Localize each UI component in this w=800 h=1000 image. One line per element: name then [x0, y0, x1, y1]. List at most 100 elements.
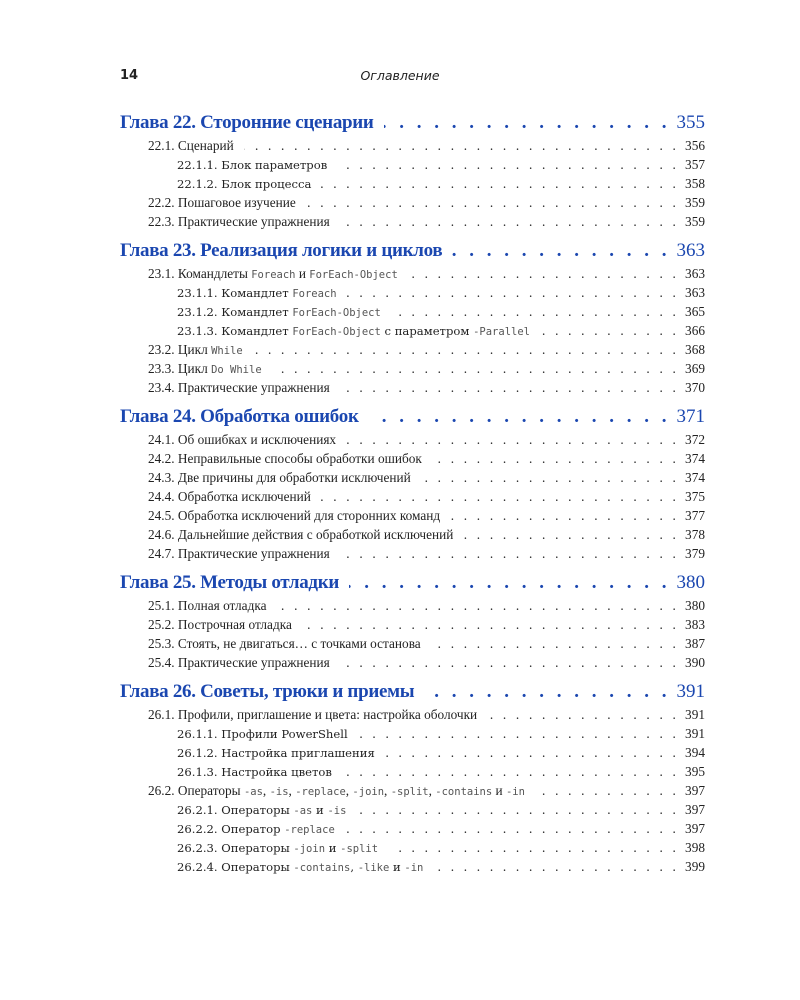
toc-entry[interactable]: 22.2. Пошаговое изучение . . . . . . . . …: [120, 193, 705, 212]
toc-entry[interactable]: 24.2. Неправильные способы обработки оши…: [120, 449, 705, 468]
entry-page: 374: [685, 451, 705, 466]
toc-entry[interactable]: 26.2.1. Операторы -as и -is . . . . . . .…: [120, 800, 705, 819]
toc-entry[interactable]: 26.1.2. Настройка приглашения . . . . . .…: [120, 743, 705, 762]
entry-title: 24.7. Практические упражнения: [148, 544, 330, 563]
toc-entry[interactable]: 22.1.2. Блок процесса . . . . . . . . . .…: [120, 174, 705, 193]
dot-leader: . . . . . . . . . . . . . . . . . . . . …: [272, 361, 680, 376]
entry-title: 22.1. Сценарий: [148, 136, 234, 155]
entry-page: 397: [685, 821, 705, 836]
chapter-heading[interactable]: Глава 24. Обработка ошибок . . . . . . . …: [120, 404, 705, 430]
toc-entry[interactable]: 24.3. Две причины для обработки исключен…: [120, 468, 705, 487]
toc-entry[interactable]: 25.4. Практические упражнения . . . . . .…: [120, 653, 705, 672]
entry-text: с параметром: [380, 324, 474, 338]
entry-text: 23.1.3. Командлет: [177, 324, 293, 338]
entry-page: 372: [685, 432, 705, 447]
dot-leader: . . . . . . . . . . . . . . . . . . . . …: [452, 240, 671, 261]
code-text: Foreach: [292, 288, 337, 300]
toc-entry[interactable]: 23.1. Командлеты Foreach и ForEach-Objec…: [120, 264, 705, 283]
code-text: -join: [352, 786, 385, 798]
entry-title: 24.3. Две причины для обработки исключен…: [148, 468, 411, 487]
entry-text: ,: [345, 783, 353, 798]
dot-leader: . . . . . . . . . . . . . . . . . . . . …: [302, 617, 680, 632]
running-title: Оглавление: [360, 68, 440, 83]
toc-entry[interactable]: 24.6. Дальнейшие действия с обработкой и…: [120, 525, 705, 544]
chapter-page: 363: [676, 240, 706, 261]
entry-text: 22.1.2. Блок процесса: [177, 177, 312, 191]
toc-entry[interactable]: 26.2.2. Оператор -replace . . . . . . . .…: [120, 819, 705, 838]
dot-leader: . . . . . . . . . . . . . . . . . . . . …: [450, 508, 680, 523]
entry-title: 26.2.4. Операторы -contains, -like и -in: [177, 858, 423, 878]
toc-entry[interactable]: 23.3. Цикл Do While . . . . . . . . . . .…: [120, 359, 705, 378]
toc-entry[interactable]: 26.1.1. Профили PowerShell . . . . . . . …: [120, 724, 705, 743]
chapter-heading[interactable]: Глава 25. Методы отладки . . . . . . . . …: [120, 570, 705, 596]
entry-text: 25.1. Полная отладка: [148, 598, 267, 613]
chapter-heading[interactable]: Глава 23. Реализация логики и циклов . . …: [120, 238, 705, 264]
entry-page: 390: [685, 655, 705, 670]
entry-title: 23.1.1. Командлет Foreach: [177, 284, 337, 304]
toc-entry[interactable]: 23.1.3. Командлет ForEach-Object с парам…: [120, 321, 705, 340]
code-text: -replace: [295, 786, 346, 798]
toc-entry[interactable]: 23.1.1. Командлет Foreach . . . . . . . .…: [120, 283, 705, 302]
entry-title: 26.1.2. Настройка приглашения: [177, 744, 375, 763]
toc-entry[interactable]: 26.1.3. Настройка цветов . . . . . . . . …: [120, 762, 705, 781]
toc-entry[interactable]: 26.2.3. Операторы -join и -split . . . . …: [120, 838, 705, 857]
entry-page: 363: [685, 266, 705, 281]
toc-entry[interactable]: 24.1. Об ошибках и исключениях . . . . . …: [120, 430, 705, 449]
entry-page: 365: [685, 304, 705, 319]
dot-leader: . . . . . . . . . . . . . . . . . . . . …: [340, 214, 680, 229]
entry-title: 26.2.1. Операторы -as и -is: [177, 801, 346, 821]
dot-leader: . . . . . . . . . . . . . . . . . . . . …: [277, 598, 680, 613]
code-text: -Parallel: [473, 326, 530, 338]
entry-title: 26.2.2. Оператор -replace: [177, 820, 335, 840]
code-text: -contains: [435, 786, 493, 798]
code-text: -as: [243, 786, 263, 798]
code-text: -contains: [293, 862, 351, 874]
toc-entry[interactable]: 22.1.1. Блок параметров . . . . . . . . .…: [120, 155, 705, 174]
dot-leader: . . . . . . . . . . . . . . . . . . . . …: [391, 304, 680, 319]
entry-page: 358: [685, 176, 705, 191]
toc-entry[interactable]: 23.2. Цикл While . . . . . . . . . . . . …: [120, 340, 705, 359]
code-text: -is: [269, 786, 289, 798]
page-number: 14: [120, 68, 139, 83]
toc-entry[interactable]: 24.7. Практические упражнения . . . . . .…: [120, 544, 705, 563]
dot-leader: . . . . . . . . . . . . . . . . . . . . …: [535, 783, 680, 798]
toc-entry[interactable]: 22.3. Практические упражнения . . . . . .…: [120, 212, 705, 231]
toc-entry[interactable]: 24.4. Обработка исключений . . . . . . . …: [120, 487, 705, 506]
entry-page: 370: [685, 380, 705, 395]
entry-page: 391: [685, 707, 705, 722]
code-text: -in: [505, 786, 525, 798]
toc-entry[interactable]: 22.1. Сценарий . . . . . . . . . . . . . …: [120, 136, 705, 155]
toc-entry[interactable]: 26.2.4. Операторы -contains, -like и -in…: [120, 857, 705, 876]
entry-page: 391: [685, 726, 705, 741]
entry-text: 26.2.2. Оператор: [177, 822, 285, 836]
dot-leader: . . . . . . . . . . . . . . . . . . . . …: [384, 112, 671, 133]
entry-text: 23.2. Цикл: [148, 342, 212, 357]
dot-leader: . . . . . . . . . . . . . . . . . . . . …: [463, 527, 680, 542]
entry-title: 23.1.3. Командлет ForEach-Object с парам…: [177, 322, 530, 342]
dot-leader: . . . . . . . . . . . . . . . . . . . . …: [424, 681, 671, 702]
entry-title: 24.2. Неправильные способы обработки оши…: [148, 449, 422, 468]
toc-entry[interactable]: 26.2. Операторы -as, -is, -replace, -joi…: [120, 781, 705, 800]
entry-text: ,: [350, 860, 358, 874]
dot-leader: . . . . . . . . . . . . . . . . . . . . …: [306, 195, 680, 210]
chapter-page: 371: [676, 406, 706, 427]
toc-entry[interactable]: 25.1. Полная отладка . . . . . . . . . . …: [120, 596, 705, 615]
entry-page: 387: [685, 636, 705, 651]
entry-page: 368: [685, 342, 705, 357]
toc-entry[interactable]: 25.2. Построчная отладка . . . . . . . . …: [120, 615, 705, 634]
chapter-heading[interactable]: Глава 26. Советы, трюки и приемы . . . . …: [120, 679, 705, 705]
entry-text: и: [312, 803, 328, 817]
toc-entry[interactable]: 23.4. Практические упражнения . . . . . .…: [120, 378, 705, 397]
chapter-heading[interactable]: Глава 22. Сторонние сценарии . . . . . . …: [120, 110, 705, 136]
entry-page: 380: [685, 598, 705, 613]
entry-text: 23.1.2. Командлет: [177, 305, 293, 319]
entry-page: 369: [685, 361, 705, 376]
toc-entry[interactable]: 25.3. Стоять, не двигаться… с точками ос…: [120, 634, 705, 653]
toc-entry[interactable]: 26.1. Профили, приглашение и цвета: наст…: [120, 705, 705, 724]
entry-page: 398: [685, 840, 705, 855]
entry-page: 399: [685, 859, 705, 874]
toc-entry[interactable]: 24.5. Обработка исключений для сторонних…: [120, 506, 705, 525]
toc-entry[interactable]: 23.1.2. Командлет ForEach-Object . . . . …: [120, 302, 705, 321]
entry-text: 22.3. Практические упражнения: [148, 214, 330, 229]
entry-text: 26.2. Операторы: [148, 783, 244, 798]
